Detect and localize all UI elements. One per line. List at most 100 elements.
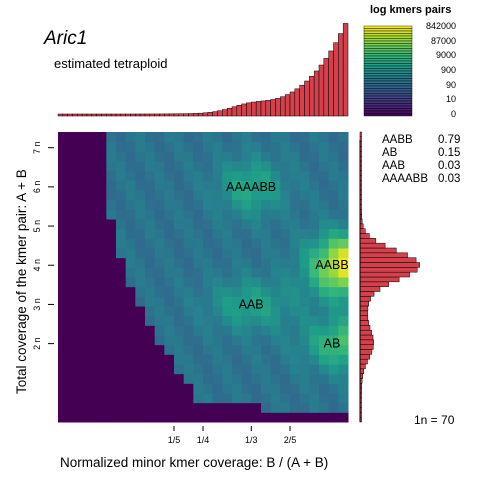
- heatmap-cell: [251, 364, 262, 375]
- heatmap-cell: [145, 373, 156, 384]
- heatmap-cell: [270, 267, 281, 278]
- heatmap-cell: [58, 190, 69, 201]
- heatmap-cell: [241, 277, 252, 288]
- heatmap-cell: [299, 286, 310, 297]
- heatmap-cell: [309, 151, 320, 162]
- heatmap-cell: [280, 335, 291, 346]
- heatmap-cell: [270, 277, 281, 288]
- heatmap-cell: [241, 335, 252, 346]
- heatmap-cell: [270, 286, 281, 297]
- heatmap-cell: [154, 383, 165, 394]
- heatmap-cell: [328, 257, 339, 268]
- heatmap-cell: [174, 383, 185, 394]
- heatmap-cell: [174, 277, 185, 288]
- heatmap-cell: [203, 286, 214, 297]
- heatmap-cell: [261, 228, 272, 239]
- top-histogram-bar: [275, 98, 281, 117]
- heatmap-cell: [212, 219, 223, 230]
- heatmap-cell: [183, 219, 194, 230]
- heatmap-cell: [290, 286, 301, 297]
- heatmap-cell: [67, 209, 78, 220]
- heatmap-cell: [222, 132, 233, 143]
- heatmap-cell: [222, 238, 233, 249]
- heatmap-cell: [106, 219, 117, 230]
- heatmap-cell: [338, 286, 349, 297]
- heatmap-cell: [87, 296, 98, 307]
- heatmap-cell: [232, 257, 243, 268]
- heatmap-cell: [164, 248, 175, 259]
- heatmap-cell: [58, 286, 69, 297]
- heatmap-cell: [328, 354, 339, 365]
- top-histogram-bar: [217, 110, 223, 117]
- top-histogram-bar: [246, 102, 252, 117]
- heatmap-cell: [174, 364, 185, 375]
- heatmap-cell: [116, 257, 127, 268]
- heatmap-cell: [309, 228, 320, 239]
- heatmap-cell: [280, 354, 291, 365]
- heatmap-cell: [290, 248, 301, 259]
- heatmap-cell: [145, 257, 156, 268]
- heatmap-cell: [135, 238, 146, 249]
- heatmap-cell: [299, 383, 310, 394]
- heatmap-cell: [96, 393, 107, 404]
- heatmap-cell: [67, 325, 78, 336]
- heatmap-cell: [135, 373, 146, 384]
- heatmap-cell: [87, 228, 98, 239]
- heatmap-cell: [125, 364, 136, 375]
- heatmap-cell: [270, 412, 281, 423]
- heatmap-cell: [328, 209, 339, 220]
- heatmap-cell: [58, 141, 69, 152]
- heatmap-cell: [212, 325, 223, 336]
- heatmap-cell: [232, 306, 243, 317]
- heatmap-cell: [222, 257, 233, 268]
- top-histogram-bar: [318, 64, 325, 117]
- legend-swatch: [363, 113, 413, 117]
- heatmap-cell: [77, 393, 88, 404]
- heatmap-cell: [203, 248, 214, 259]
- heatmap-cell: [222, 151, 233, 162]
- heatmap-cell: [203, 402, 214, 413]
- heatmap-cell: [270, 170, 281, 181]
- heatmap-cell: [193, 412, 204, 423]
- heatmap-cell: [135, 383, 146, 394]
- heatmap-cell: [58, 412, 69, 423]
- heatmap-cell: [116, 209, 127, 220]
- heatmap-cell: [154, 296, 165, 307]
- heatmap-cell: [96, 306, 107, 317]
- heatmap-cell: [183, 277, 194, 288]
- heatmap-cell: [309, 306, 320, 317]
- heatmap-cell: [96, 161, 107, 172]
- heatmap-cell: [319, 286, 330, 297]
- heatmap-cell: [299, 248, 310, 259]
- proportion-table: AABB 0.79 AB 0.15 AAB 0.03 AAAABB 0.03: [382, 134, 460, 186]
- heatmap-cell: [106, 141, 117, 152]
- heatmap-cell: [319, 161, 330, 172]
- heatmap-cell: [87, 325, 98, 336]
- legend-tick-label: 842000: [425, 21, 456, 31]
- heatmap-cell: [154, 344, 165, 355]
- heatmap-cell: [338, 238, 349, 249]
- heatmap-cell: [183, 267, 194, 278]
- y-tick-label: 3 n: [32, 298, 42, 311]
- heatmap-cell: [251, 180, 262, 191]
- heatmap-cell: [174, 296, 185, 307]
- heatmap-cell: [145, 151, 156, 162]
- heatmap-cell: [87, 315, 98, 326]
- top-histogram-bar: [130, 113, 136, 117]
- heatmap-cell: [174, 132, 185, 143]
- heatmap-cell: [251, 325, 262, 336]
- heatmap-cell: [174, 248, 185, 259]
- top-histogram-bar: [280, 96, 286, 117]
- heatmap-cell: [222, 412, 233, 423]
- proportion-row: AABB 0.79: [382, 134, 460, 147]
- top-histogram-bar: [86, 113, 93, 117]
- heatmap-cell: [96, 219, 107, 230]
- heatmap-cell: [145, 248, 156, 259]
- heatmap-cell: [338, 141, 349, 152]
- heatmap-cell: [183, 170, 194, 181]
- heatmap-cell: [261, 132, 272, 143]
- heatmap-cell: [58, 373, 69, 384]
- heatmap-cell: [290, 209, 301, 220]
- heatmap-cell: [193, 161, 204, 172]
- heatmap-cell: [203, 306, 214, 317]
